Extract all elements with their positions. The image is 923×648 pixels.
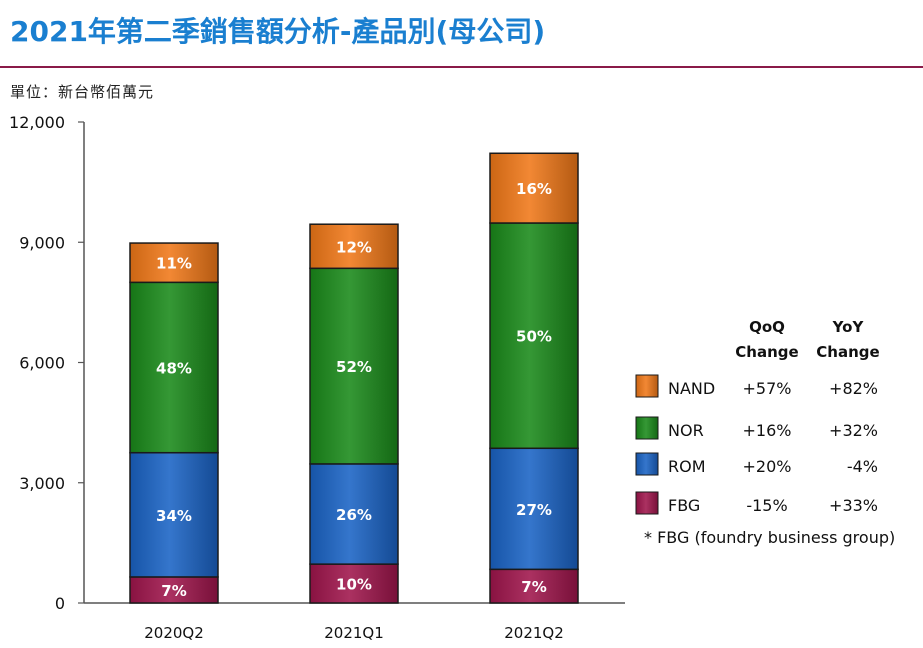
legend: QoQ Change YoY Change NAND +57% +82% NOR +16% +32… xyxy=(635,318,895,547)
data-label: 12% xyxy=(336,238,372,256)
x-tick-label: 2021Q2 xyxy=(504,624,564,642)
y-tick-label: 9,000 xyxy=(19,233,65,252)
bar-segment-fbg xyxy=(129,576,219,604)
legend-label: ROM xyxy=(668,457,706,476)
data-label: 52% xyxy=(336,358,372,376)
x-axis: 2020Q2 2021Q1 2021Q2 xyxy=(84,602,625,642)
bar-segment-fbg xyxy=(309,563,399,604)
legend-yoy-value: -4% xyxy=(847,457,878,476)
bars: 7% 34% 48% 11% 10% 26% 52% 12% 7% 27% 50% 16% xyxy=(129,152,579,604)
y-tick-label: 6,000 xyxy=(19,354,65,373)
bar-segment-nand xyxy=(309,223,399,270)
y-tick-label: 3,000 xyxy=(19,474,65,493)
legend-header: Change xyxy=(735,343,798,361)
data-label: 7% xyxy=(161,582,186,600)
legend-yoy-value: +82% xyxy=(829,379,878,398)
data-label: 11% xyxy=(156,255,192,273)
data-label: 16% xyxy=(516,180,552,198)
data-label: 27% xyxy=(516,501,552,519)
unit-note: 單位：新台幣佰萬元 xyxy=(10,83,155,101)
y-tick-label: 0 xyxy=(55,594,65,613)
legend-swatch-rom xyxy=(635,452,659,476)
page-title: 2021年第二季銷售額分析-產品別(母公司) xyxy=(10,15,546,48)
data-label: 26% xyxy=(336,506,372,524)
legend-footnote: * FBG (foundry business group) xyxy=(644,528,895,547)
data-label: 7% xyxy=(521,578,546,596)
legend-qoq-value: +16% xyxy=(743,421,792,440)
legend-header: Change xyxy=(816,343,879,361)
legend-swatch-nor xyxy=(635,416,659,440)
legend-label: NAND xyxy=(668,379,715,398)
legend-swatch-nand xyxy=(635,374,659,398)
legend-qoq-value: -15% xyxy=(746,496,787,515)
legend-yoy-value: +32% xyxy=(829,421,878,440)
legend-label: NOR xyxy=(668,421,704,440)
legend-qoq-value: +20% xyxy=(743,457,792,476)
legend-header: YoY xyxy=(832,318,865,336)
data-label: 10% xyxy=(336,576,372,594)
legend-yoy-value: +33% xyxy=(829,496,878,515)
bar-segment-rom xyxy=(489,447,579,571)
y-axis: 0 3,000 6,000 9,000 12,000 xyxy=(9,113,85,613)
data-label: 50% xyxy=(516,328,552,346)
bar-segment-nand xyxy=(489,152,579,224)
data-label: 34% xyxy=(156,507,192,525)
data-label: 48% xyxy=(156,360,192,378)
bar-segment-rom xyxy=(309,463,399,565)
x-tick-label: 2021Q1 xyxy=(324,624,384,642)
legend-header: QoQ xyxy=(749,318,785,336)
legend-swatch-fbg xyxy=(635,491,659,515)
bar-segment-nor xyxy=(309,267,399,465)
bar-segment-nand xyxy=(129,242,219,284)
bar-segment-nor xyxy=(489,222,579,450)
legend-qoq-value: +57% xyxy=(743,379,792,398)
x-tick-label: 2020Q2 xyxy=(144,624,204,642)
y-tick-label: 12,000 xyxy=(9,113,65,132)
title-divider xyxy=(0,66,923,68)
legend-label: FBG xyxy=(668,496,700,515)
